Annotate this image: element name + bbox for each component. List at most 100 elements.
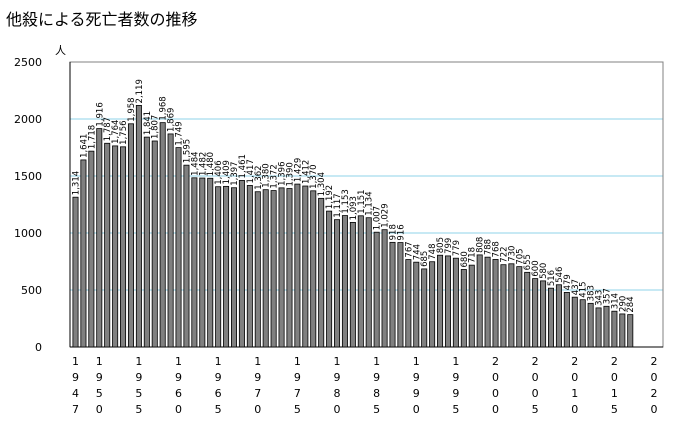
data-label: 918	[389, 224, 399, 240]
bar	[357, 215, 364, 348]
bar	[223, 185, 230, 348]
bar	[112, 145, 119, 348]
data-label: 1,412	[301, 160, 311, 184]
bar	[80, 159, 87, 348]
bar	[262, 189, 269, 348]
bar	[127, 123, 134, 348]
data-label: 718	[468, 247, 478, 263]
y-unit-label: 人	[55, 44, 66, 57]
bar	[199, 177, 206, 348]
bar	[286, 188, 293, 348]
data-label: 1,304	[317, 172, 327, 196]
data-label: 808	[476, 237, 486, 253]
bar	[175, 147, 182, 348]
bar	[183, 164, 190, 348]
bar	[151, 140, 158, 348]
bar	[540, 280, 547, 348]
bar	[587, 302, 594, 348]
bar	[167, 133, 174, 348]
bar	[595, 307, 602, 348]
bar	[397, 242, 404, 348]
data-label: 1,117	[333, 193, 343, 217]
data-label: 2,119	[135, 79, 145, 103]
chart-title: 他殺による死亡者数の推移	[6, 10, 198, 29]
data-label: 1,764	[111, 120, 121, 144]
bar	[619, 313, 626, 348]
bar	[143, 136, 150, 348]
bar	[341, 215, 348, 348]
bar	[405, 259, 412, 348]
bar	[349, 221, 356, 348]
bar	[484, 256, 491, 348]
data-label: 1,749	[175, 121, 185, 145]
bar	[421, 268, 428, 348]
bar	[254, 191, 261, 348]
bar	[532, 278, 539, 348]
data-label: 722	[499, 246, 509, 262]
data-label: 290	[618, 296, 628, 312]
data-label: 680	[460, 251, 470, 267]
data-label: 1,958	[127, 97, 137, 121]
data-label: 415	[579, 281, 589, 297]
bar	[96, 128, 103, 348]
bar	[563, 291, 570, 348]
y-tick-label: 2500	[14, 56, 42, 69]
bar	[579, 299, 586, 348]
data-label: 343	[595, 290, 605, 306]
data-label: 1,406	[214, 160, 224, 184]
data-label: 314	[610, 293, 620, 309]
data-label: 685	[420, 251, 430, 267]
data-label: 1,409	[222, 160, 232, 184]
data-label: 1,396	[278, 162, 288, 186]
data-label: 1,718	[87, 125, 97, 149]
data-label: 748	[428, 243, 438, 259]
data-label: 805	[436, 237, 446, 253]
bar	[318, 197, 325, 348]
data-label: 1,484	[190, 151, 200, 175]
data-label: 1,916	[95, 102, 105, 126]
data-label: 516	[547, 270, 557, 286]
bar	[429, 261, 436, 348]
data-label: 744	[412, 244, 422, 260]
bar	[492, 259, 499, 348]
data-label: 1,480	[206, 152, 216, 176]
data-label: 383	[587, 285, 597, 301]
y-tick-label: 0	[35, 341, 42, 354]
bar	[238, 180, 245, 348]
data-label: 284	[626, 296, 636, 312]
data-label: 1,372	[270, 164, 280, 188]
bar	[381, 229, 388, 348]
data-label: 1,151	[357, 189, 367, 213]
bar	[365, 217, 372, 348]
bar	[389, 241, 396, 348]
bar	[135, 105, 142, 348]
bar	[326, 210, 333, 348]
data-label: 1,192	[325, 185, 335, 209]
data-label: 1,362	[254, 165, 264, 189]
data-label: 1,807	[151, 115, 161, 139]
bar	[516, 266, 523, 348]
bar	[278, 187, 285, 348]
data-label: 1,007	[373, 206, 383, 230]
data-label: 357	[602, 288, 612, 304]
data-label: 1,370	[309, 164, 319, 188]
bar	[207, 177, 214, 348]
data-label: 1,397	[230, 161, 240, 185]
bar	[508, 263, 515, 348]
bar	[524, 271, 531, 348]
bar	[270, 190, 277, 348]
y-tick-label: 1500	[14, 170, 42, 183]
data-label: 1,641	[79, 134, 89, 158]
